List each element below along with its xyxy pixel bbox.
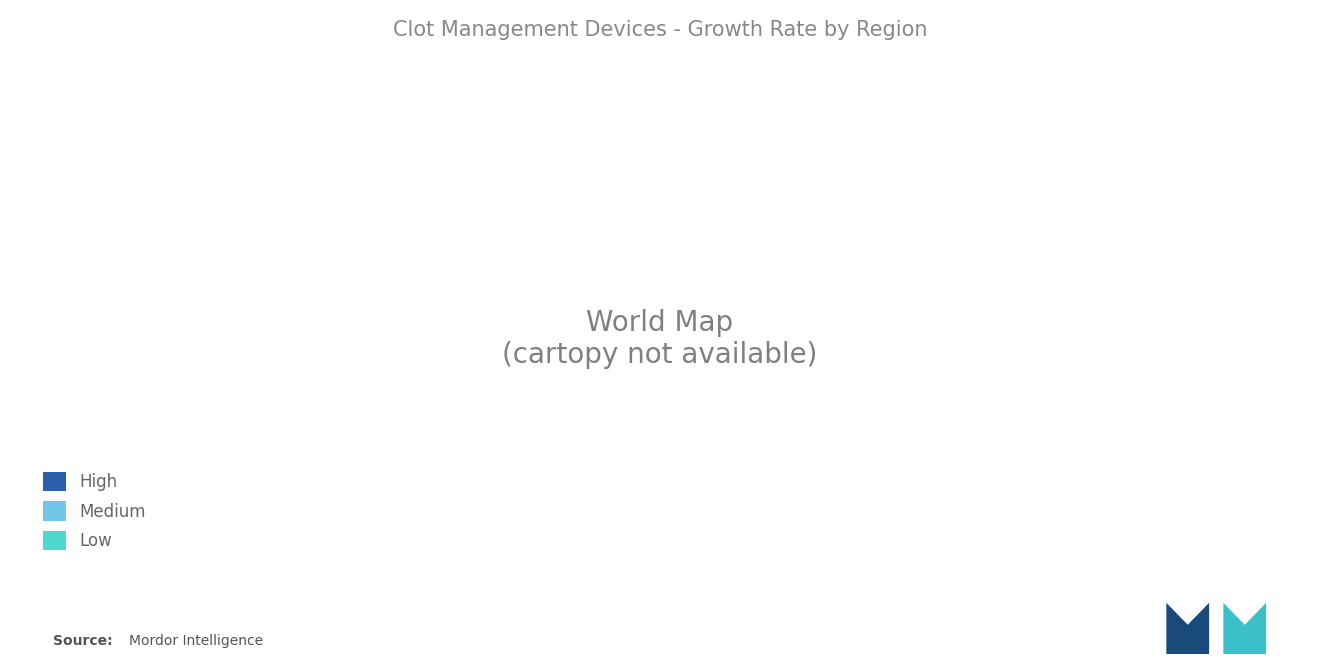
Polygon shape [1167, 602, 1209, 654]
Text: Clot Management Devices - Growth Rate by Region: Clot Management Devices - Growth Rate by… [393, 20, 927, 40]
Polygon shape [1224, 602, 1266, 654]
Text: Source:: Source: [53, 634, 112, 648]
Text: Mordor Intelligence: Mordor Intelligence [129, 634, 264, 648]
Legend: High, Medium, Low: High, Medium, Low [34, 464, 154, 558]
Text: World Map
(cartopy not available): World Map (cartopy not available) [503, 309, 817, 369]
